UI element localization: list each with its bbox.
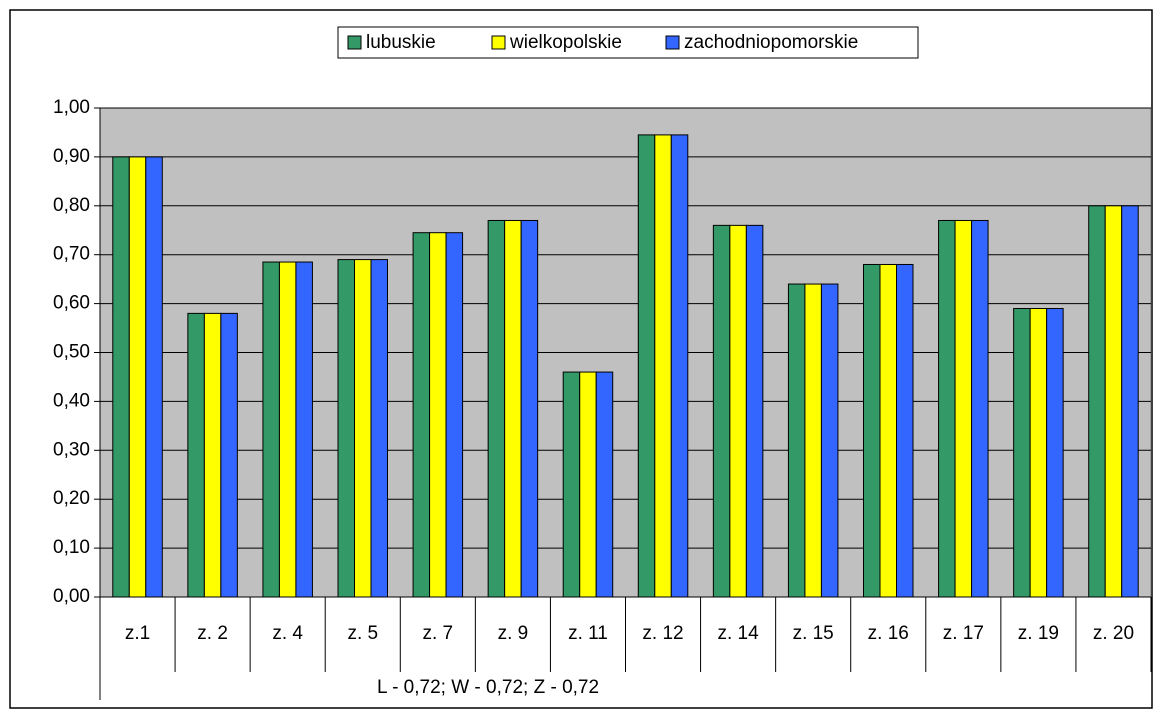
x-tick-label: z. 11 <box>568 623 608 644</box>
bar <box>804 283 822 598</box>
bar <box>445 232 464 598</box>
y-tick-label: 0,20 <box>53 488 90 509</box>
bar <box>745 224 764 598</box>
bar <box>504 219 522 598</box>
y-tick-label: 0,50 <box>53 342 90 363</box>
bar <box>1029 307 1048 598</box>
bar <box>670 134 689 598</box>
x-tick-label: z. 5 <box>347 623 378 644</box>
legend-label: wielkopolskie <box>509 32 622 53</box>
x-tick-label: z. 2 <box>197 623 228 644</box>
bar <box>637 134 656 598</box>
bar <box>896 263 914 598</box>
x-tick-label: z. 14 <box>718 623 760 644</box>
bar <box>278 261 297 598</box>
bar <box>1104 205 1123 598</box>
legend-swatch <box>491 35 506 50</box>
bar <box>187 312 205 598</box>
x-tick-label: z. 16 <box>868 623 909 644</box>
bar <box>879 263 897 598</box>
y-tick-label: 0,40 <box>53 390 90 411</box>
x-tick-label: z. 4 <box>272 623 303 644</box>
x-group-label: L - 0,72; W - 0,72; Z - 0,72 <box>377 677 599 698</box>
y-tick-label: 0,00 <box>53 586 90 607</box>
legend-label: zachodniopomorskie <box>684 32 858 53</box>
bar <box>712 224 731 598</box>
bar <box>145 156 163 598</box>
bar <box>595 371 614 598</box>
bar <box>412 232 431 598</box>
bar <box>863 263 881 598</box>
bar <box>354 259 372 598</box>
bar <box>128 156 147 598</box>
bar <box>562 371 581 598</box>
bar <box>112 156 130 598</box>
legend-label: lubuskie <box>366 32 436 53</box>
bar <box>220 312 238 598</box>
bar <box>429 232 447 598</box>
y-tick-label: 0,70 <box>53 244 90 265</box>
bar <box>938 219 956 598</box>
bar <box>1046 307 1064 598</box>
bar <box>337 259 355 598</box>
legend-swatch <box>347 35 362 50</box>
bar <box>971 219 989 598</box>
y-tick-label: 0,30 <box>53 439 90 460</box>
bar <box>954 219 973 598</box>
y-tick-label: 0,90 <box>53 146 90 167</box>
x-tick-label: z. 12 <box>642 623 683 644</box>
y-tick-label: 1,00 <box>53 97 90 118</box>
bar <box>654 134 672 598</box>
bar <box>370 259 388 598</box>
x-tick-label: z. 20 <box>1093 623 1134 644</box>
x-tick-label: z.1 <box>125 623 150 644</box>
bar <box>579 371 597 598</box>
x-tick-label: z. 9 <box>498 623 529 644</box>
y-tick-label: 0,10 <box>53 537 90 558</box>
bar <box>295 261 313 598</box>
bar <box>787 283 806 598</box>
x-tick-label: z. 17 <box>943 623 984 644</box>
bar <box>820 283 839 598</box>
x-tick-label: z. 15 <box>793 623 834 644</box>
legend-swatch <box>665 35 680 50</box>
x-tick-label: z. 19 <box>1018 623 1059 644</box>
bar <box>1013 307 1031 598</box>
bar <box>1088 205 1106 598</box>
bar <box>1121 205 1139 598</box>
y-tick-label: 0,80 <box>53 195 90 216</box>
bar <box>520 219 539 598</box>
bar <box>729 224 747 598</box>
x-tick-label: z. 7 <box>423 623 454 644</box>
bar <box>487 219 506 598</box>
bar <box>262 261 280 598</box>
y-tick-label: 0,60 <box>53 293 90 314</box>
bar <box>203 312 222 598</box>
legend-box <box>337 26 919 59</box>
